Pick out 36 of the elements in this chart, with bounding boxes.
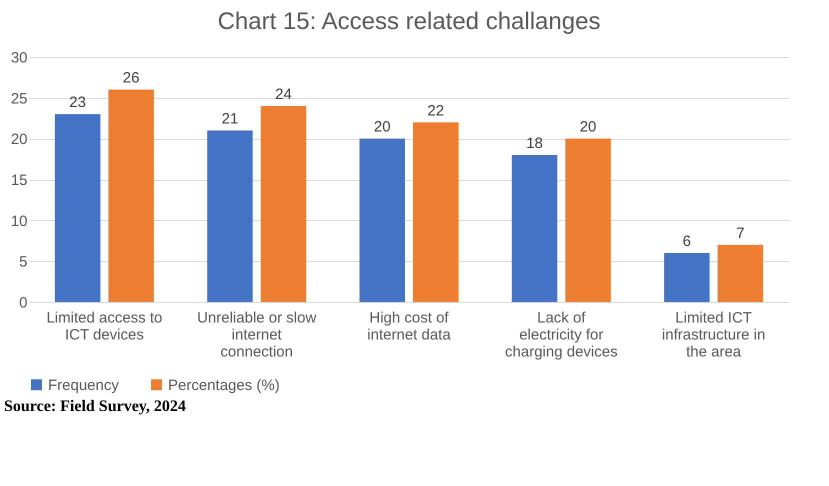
x-tick-label: Limited ICT infrastructure in the area bbox=[662, 310, 766, 360]
x-tick-label: High cost of internet data bbox=[367, 310, 452, 344]
y-tick-label: 5 bbox=[19, 254, 28, 271]
data-label: 22 bbox=[427, 102, 444, 120]
x-tick-label: Limited access to ICT devices bbox=[46, 310, 162, 344]
data-label: 21 bbox=[222, 110, 238, 128]
data-label: 6 bbox=[682, 233, 692, 250]
bar bbox=[718, 244, 764, 302]
bar bbox=[413, 122, 458, 302]
bar bbox=[360, 138, 405, 302]
data-label: 18 bbox=[526, 135, 543, 152]
x-tick-label: Lack of electricity for charging devices bbox=[505, 310, 618, 360]
bar bbox=[512, 155, 558, 302]
y-tick-label: 0 bbox=[19, 294, 28, 312]
data-label: 23 bbox=[69, 94, 86, 112]
chart-title: Chart 15: Access related challanges bbox=[218, 8, 600, 35]
bar bbox=[260, 106, 306, 302]
y-tick-label: 30 bbox=[10, 50, 28, 66]
data-label: 7 bbox=[736, 224, 745, 242]
data-label: 20 bbox=[580, 118, 596, 136]
y-tick-label: 10 bbox=[10, 212, 28, 230]
data-label: 26 bbox=[122, 70, 140, 87]
y-tick-label: 20 bbox=[10, 131, 28, 148]
data-label: 20 bbox=[374, 118, 391, 136]
y-tick-label: 15 bbox=[10, 172, 28, 189]
bar bbox=[54, 114, 100, 302]
bar bbox=[664, 253, 710, 302]
data-label: 24 bbox=[275, 86, 292, 103]
legend-label: Percentages (%) bbox=[168, 376, 280, 394]
source-note: Source: Field Survey, 2024 bbox=[4, 398, 187, 416]
bar bbox=[207, 130, 253, 302]
bar bbox=[108, 90, 154, 302]
y-tick-label: 25 bbox=[10, 90, 28, 108]
legend-label: Frequency bbox=[48, 376, 120, 394]
bar bbox=[565, 138, 611, 302]
x-tick-label: Unreliable or slow internet connection bbox=[197, 310, 316, 360]
